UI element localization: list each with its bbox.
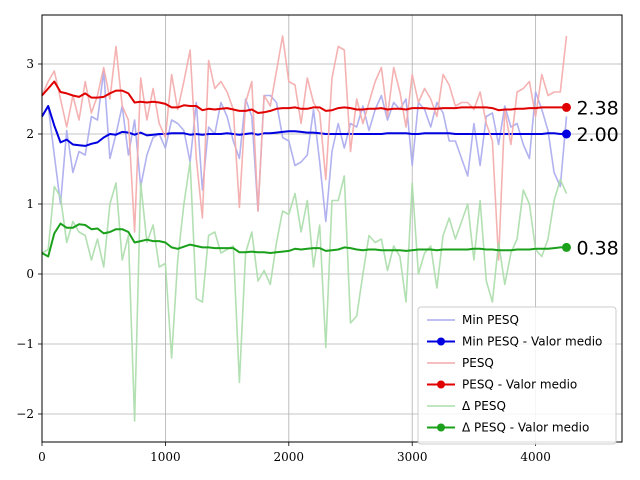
series-line-pesq <box>41 35 568 261</box>
axis-ticks: 0 1000 2000 3000 4000 −2 −1 0 1 2 3 <box>16 57 551 464</box>
end-marker <box>561 102 571 112</box>
series-line-pesq-valor-medio <box>41 80 567 114</box>
series-line-pesq <box>41 161 568 422</box>
legend: Min PESQ Min PESQ - Valor medio PESQ PESQ -… <box>417 306 617 445</box>
y-tick-label: 1 <box>26 197 34 211</box>
legend-label: Min PESQ <box>462 313 519 327</box>
series-line-pesq-valor-medio <box>41 222 567 258</box>
y-tick-label: −1 <box>16 337 34 351</box>
x-tick-label: 2000 <box>274 450 305 464</box>
end-marker <box>561 129 571 139</box>
legend-marker <box>437 423 445 432</box>
x-tick-label: 3000 <box>397 450 428 464</box>
legend-label: Δ PESQ - Valor medio <box>462 421 589 435</box>
y-tick-label: 0 <box>26 267 34 281</box>
end-value-label: 2.00 <box>576 124 618 146</box>
end-marker <box>561 242 571 252</box>
y-tick-label: 3 <box>26 57 34 71</box>
legend-label: PESQ - Valor medio <box>462 378 577 392</box>
series-lines <box>41 35 568 422</box>
y-tick-label: −2 <box>16 407 34 421</box>
legend-label: Min PESQ - Valor medio <box>462 335 602 349</box>
x-tick-label: 0 <box>38 450 46 464</box>
end-value-label: 2.38 <box>576 97 618 119</box>
x-tick-label: 4000 <box>520 450 551 464</box>
end-labels: 2.38 2.00 0.38 <box>561 97 619 259</box>
legend-label: PESQ <box>462 356 494 370</box>
y-tick-label: 2 <box>26 127 34 141</box>
legend-marker <box>437 337 445 346</box>
x-tick-label: 1000 <box>150 450 181 464</box>
plot-frame <box>41 14 623 443</box>
end-value-label: 0.38 <box>576 237 618 259</box>
legend-box <box>417 306 617 445</box>
legend-marker <box>437 380 445 389</box>
legend-label: Δ PESQ <box>462 399 506 413</box>
